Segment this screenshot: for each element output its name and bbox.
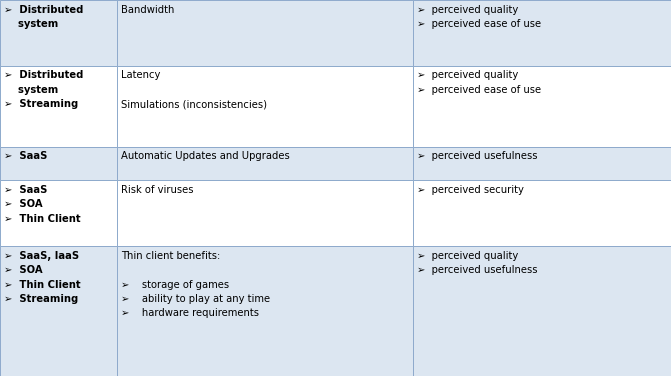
Bar [0, 180, 117, 246]
Bar [0, 147, 117, 180]
Bar [413, 180, 671, 246]
Bar [413, 66, 671, 147]
Text: Risk of viruses: Risk of viruses [121, 185, 194, 195]
Bar [117, 66, 413, 147]
Text: ➢  SaaS, IaaS
➢  SOA
➢  Thin Client
➢  Streaming: ➢ SaaS, IaaS ➢ SOA ➢ Thin Client ➢ Strea… [4, 251, 81, 304]
Bar [413, 0, 671, 66]
Text: Thin client benefits:

➢    storage of games
➢    ability to play at any time
➢ : Thin client benefits: ➢ storage of games… [121, 251, 270, 318]
Text: ➢  Distributed
    system
➢  Streaming: ➢ Distributed system ➢ Streaming [4, 70, 83, 109]
Text: ➢  Distributed
    system: ➢ Distributed system [4, 5, 83, 29]
Text: ➢  SaaS: ➢ SaaS [4, 151, 48, 161]
Text: ➢  perceived usefulness: ➢ perceived usefulness [417, 151, 537, 161]
Text: ➢  perceived quality
➢  perceived ease of use: ➢ perceived quality ➢ perceived ease of … [417, 70, 541, 95]
Bar [117, 147, 413, 180]
Text: ➢  perceived security: ➢ perceived security [417, 185, 523, 195]
Text: Bandwidth: Bandwidth [121, 5, 175, 15]
Bar [0, 66, 117, 147]
Bar [117, 180, 413, 246]
Text: ➢  perceived quality
➢  perceived ease of use: ➢ perceived quality ➢ perceived ease of … [417, 5, 541, 29]
Bar [117, 246, 413, 376]
Text: Latency

Simulations (inconsistencies): Latency Simulations (inconsistencies) [121, 70, 268, 109]
Bar [117, 0, 413, 66]
Bar [0, 246, 117, 376]
Bar [0, 0, 117, 66]
Text: Automatic Updates and Upgrades: Automatic Updates and Upgrades [121, 151, 290, 161]
Bar [413, 147, 671, 180]
Text: ➢  perceived quality
➢  perceived usefulness: ➢ perceived quality ➢ perceived usefulne… [417, 251, 537, 275]
Text: ➢  SaaS
➢  SOA
➢  Thin Client: ➢ SaaS ➢ SOA ➢ Thin Client [4, 185, 81, 224]
Bar [413, 246, 671, 376]
